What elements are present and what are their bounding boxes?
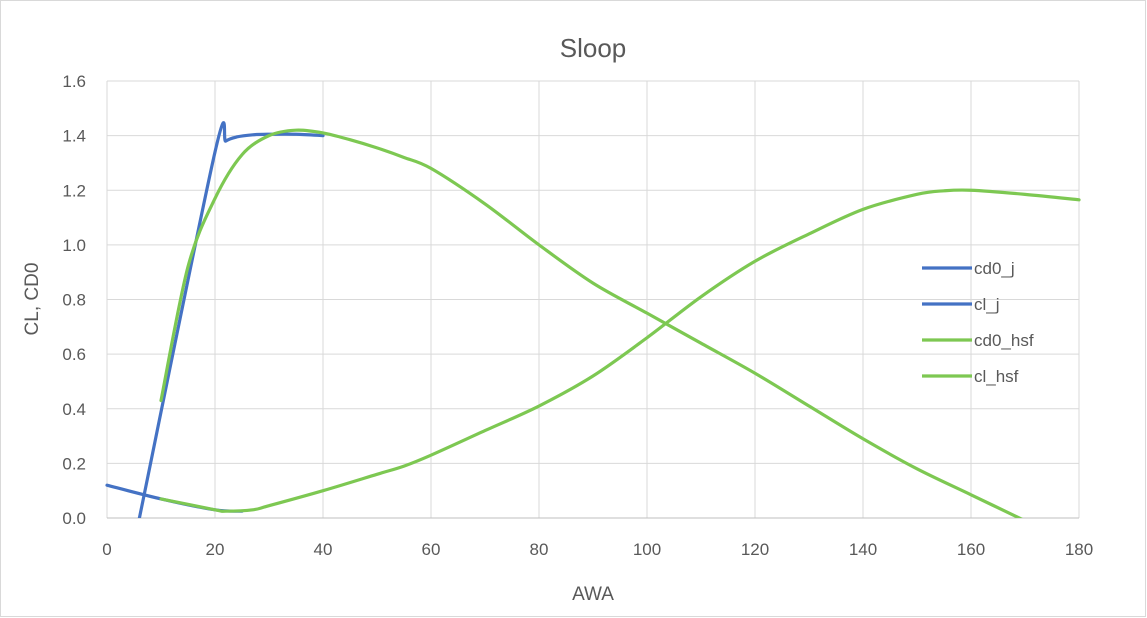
- y-tick-label: 0.8: [62, 291, 86, 310]
- y-tick-label: 1.2: [62, 181, 86, 200]
- legend-label: cd0_j: [974, 259, 1015, 278]
- x-tick-labels: 0 20 40 60 80 100 120 140 160 180: [102, 540, 1093, 559]
- x-tick-label: 0: [102, 540, 111, 559]
- x-tick-label: 60: [422, 540, 441, 559]
- legend-label: cl_j: [974, 295, 1000, 314]
- x-tick-label: 120: [741, 540, 769, 559]
- series-lines: [105, 121, 1081, 518]
- y-tick-label: 0.2: [62, 454, 86, 473]
- legend-label: cd0_hsf: [974, 331, 1034, 350]
- y-tick-label: 0.0: [62, 509, 86, 528]
- x-tick-label: 140: [849, 540, 877, 559]
- y-tick-label: 0.6: [62, 345, 86, 364]
- y-axis-label: CL, CD0: [22, 263, 43, 336]
- x-tick-label: 40: [314, 540, 333, 559]
- series-line-cd0-j: [105, 483, 244, 513]
- series-line-cl-j: [137, 121, 325, 518]
- x-tick-label: 180: [1065, 540, 1093, 559]
- y-tick-label: 0.4: [62, 400, 86, 419]
- y-tick-label: 1.0: [62, 236, 86, 255]
- x-tick-label: 20: [206, 540, 225, 559]
- series-line-cl-hsf: [159, 128, 1024, 518]
- legend-label: cl_hsf: [974, 367, 1019, 386]
- series-line-cd0-hsf: [159, 188, 1081, 513]
- x-tick-label: 160: [957, 540, 985, 559]
- y-tick-labels: 0.0 0.2 0.4 0.6 0.8 1.0 1.2 1.4 1.6: [62, 72, 86, 528]
- chart-title: Sloop: [560, 33, 627, 63]
- legend: cd0_j cl_j cd0_hsf cl_hsf: [922, 259, 1034, 386]
- y-tick-label: 1.4: [62, 127, 86, 146]
- x-tick-label: 80: [530, 540, 549, 559]
- x-axis-label: AWA: [572, 584, 614, 605]
- y-tick-label: 1.6: [62, 72, 86, 91]
- grid-lines: [106, 80, 1080, 519]
- x-tick-label: 100: [633, 540, 661, 559]
